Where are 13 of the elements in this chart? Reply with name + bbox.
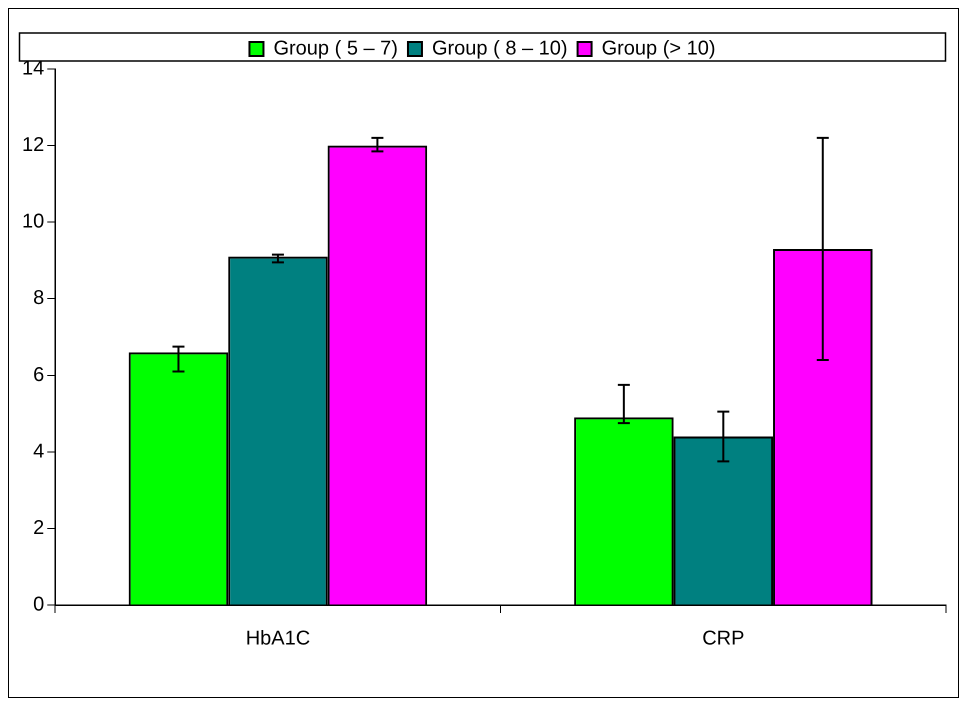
y-tick-label: 0 (33, 594, 44, 616)
legend-label: Group ( 5 – 7) (273, 38, 398, 60)
x-tick-label: CRP (702, 628, 744, 650)
legend-label: Group (> 10) (602, 38, 716, 60)
x-tick-label: HbA1C (246, 628, 310, 650)
y-tick-label: 6 (33, 364, 44, 386)
y-tick-label: 10 (22, 210, 44, 233)
legend-label: Group ( 8 – 10) (432, 38, 568, 60)
y-tick-label: 2 (33, 516, 44, 539)
y-tick-label: 12 (22, 134, 44, 156)
y-tick-label: 4 (33, 440, 44, 462)
y-tick-label: 8 (33, 287, 44, 310)
y-tick-label: 14 (22, 58, 44, 80)
